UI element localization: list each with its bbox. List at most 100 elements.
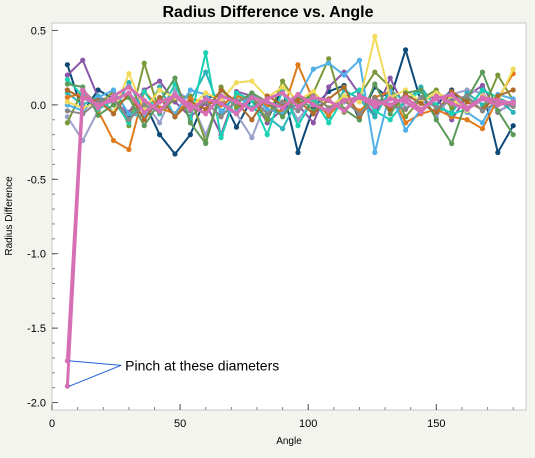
data-point <box>356 111 363 117</box>
data-point <box>203 90 209 96</box>
data-point <box>326 84 332 90</box>
data-point <box>218 114 224 120</box>
data-point <box>203 50 209 56</box>
data-point <box>64 76 70 83</box>
data-point <box>264 111 270 117</box>
data-point <box>172 151 178 157</box>
data-point <box>64 120 70 126</box>
data-point <box>249 135 255 141</box>
data-point <box>418 87 424 93</box>
data-point <box>95 112 101 118</box>
data-point <box>126 79 132 86</box>
x-tick-label: 100 <box>299 418 317 430</box>
data-point <box>233 99 240 105</box>
data-point <box>341 72 347 78</box>
data-point <box>126 117 132 123</box>
data-point <box>141 117 147 123</box>
data-point <box>80 94 86 101</box>
data-point <box>479 96 486 102</box>
data-point <box>356 57 363 63</box>
data-point <box>64 383 70 389</box>
data-point <box>310 111 316 117</box>
data-point <box>326 108 332 114</box>
data-point <box>249 106 255 112</box>
x-tick-label: 150 <box>427 418 445 430</box>
data-point <box>264 106 270 112</box>
data-point <box>295 91 301 98</box>
x-axis-label: Angle <box>276 436 302 447</box>
annotation-pointer <box>69 360 122 366</box>
data-point <box>157 120 163 126</box>
data-point <box>187 87 193 93</box>
plot-area <box>51 22 527 411</box>
data-point <box>372 33 378 39</box>
data-point <box>326 120 332 126</box>
data-point <box>372 149 378 156</box>
data-point <box>64 94 70 101</box>
data-point <box>64 81 70 87</box>
data-point <box>449 140 455 147</box>
data-point <box>372 69 378 75</box>
data-point <box>157 108 163 114</box>
data-point <box>495 97 501 103</box>
annotation: Pinch at these diameters <box>69 357 279 387</box>
data-point <box>187 120 193 126</box>
data-point <box>372 99 378 105</box>
data-point <box>126 71 132 77</box>
data-point <box>295 103 301 109</box>
data-point <box>249 78 255 84</box>
data-point <box>418 109 424 115</box>
axes: 0 50 100 150 0.5 0.0 -0.5 -1.0 -1.5 -2.0 <box>27 25 514 430</box>
data-point <box>341 93 347 99</box>
data-point <box>295 108 301 114</box>
data-point <box>510 123 516 129</box>
data-point <box>264 132 270 138</box>
data-point <box>356 87 363 93</box>
data-point <box>157 99 163 105</box>
data-point <box>126 90 132 96</box>
data-point <box>356 99 363 105</box>
data-point <box>387 111 393 117</box>
y-tick-label: -2.0 <box>27 398 46 410</box>
data-point <box>479 82 486 89</box>
data-point <box>203 140 209 147</box>
data-point <box>157 78 163 84</box>
data-point <box>310 88 316 95</box>
data-point <box>387 117 393 123</box>
data-point <box>203 69 209 75</box>
data-point <box>402 99 409 105</box>
data-point <box>510 109 516 115</box>
series-layer <box>64 33 516 389</box>
data-point <box>326 97 332 103</box>
data-point <box>310 94 316 101</box>
data-point <box>310 66 316 72</box>
data-point <box>157 94 163 101</box>
x-tick-label: 0 <box>49 418 55 430</box>
data-point <box>341 84 347 90</box>
data-point <box>402 127 409 133</box>
data-point <box>249 117 255 123</box>
data-point <box>479 108 486 114</box>
data-point <box>218 93 224 99</box>
data-point <box>264 99 270 105</box>
data-point <box>464 117 470 123</box>
data-point <box>402 47 409 53</box>
y-tick-label: -1.5 <box>27 323 46 335</box>
data-point <box>218 100 224 106</box>
data-point <box>495 108 501 114</box>
data-point <box>326 112 332 118</box>
data-point <box>433 93 439 99</box>
data-point <box>449 100 455 106</box>
data-point <box>495 102 501 108</box>
data-point <box>495 72 501 78</box>
data-point <box>110 93 117 99</box>
y-axis-label: Radius Difference <box>4 176 15 256</box>
data-point <box>279 78 286 84</box>
data-point <box>356 94 363 101</box>
data-point <box>126 84 132 90</box>
data-point <box>95 87 101 93</box>
data-point <box>64 87 70 93</box>
series-line <box>67 35 515 114</box>
data-point <box>95 102 101 108</box>
data-point <box>495 149 501 156</box>
